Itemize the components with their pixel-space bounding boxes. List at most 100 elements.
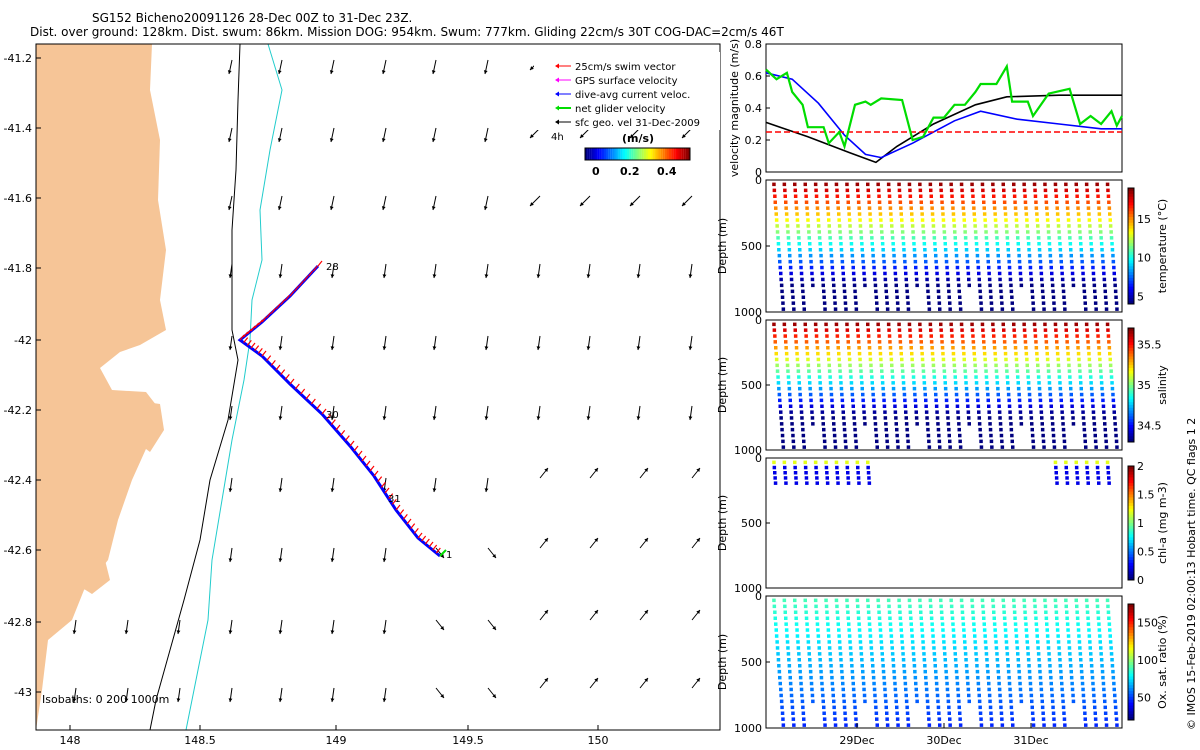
profile-sample xyxy=(1052,717,1056,721)
profile-colorbar-label: salinity xyxy=(1156,365,1169,405)
current-arrowhead xyxy=(72,630,77,634)
profile-sample xyxy=(895,427,899,432)
profile-sample xyxy=(775,646,780,650)
profile-sample xyxy=(1026,369,1030,373)
profile-sample xyxy=(878,346,882,350)
profile-sample xyxy=(1029,687,1033,692)
colorbar-cell xyxy=(648,148,651,160)
profile-sample xyxy=(891,658,895,662)
profile-sample xyxy=(1081,277,1086,282)
profile-sample xyxy=(885,723,890,727)
profile-colorbar-tick: 34.5 xyxy=(1137,420,1162,433)
profile-sample xyxy=(1031,723,1036,727)
profile-sample xyxy=(926,289,930,294)
profile-sample xyxy=(952,640,957,644)
profile-sample xyxy=(931,634,935,638)
profile-sample xyxy=(947,433,951,438)
profile-sample xyxy=(880,652,884,656)
profile-sample xyxy=(1108,218,1112,222)
profile-sample xyxy=(1058,248,1063,252)
profile-sample xyxy=(978,427,982,432)
profile-sample xyxy=(815,346,820,350)
profile-sample xyxy=(836,206,840,210)
profile-sample xyxy=(1019,283,1024,288)
profile-sample xyxy=(1075,200,1080,204)
profile-colorbar-cell xyxy=(1128,514,1134,518)
profile-sample xyxy=(846,194,850,198)
profile-sample xyxy=(1085,188,1089,193)
profile-sample xyxy=(939,604,943,609)
profile-sample xyxy=(882,404,887,408)
colorbar-cell xyxy=(641,148,644,160)
profile-sample xyxy=(847,351,851,356)
colorbar-cell xyxy=(618,148,621,160)
profile-sample xyxy=(1102,277,1107,282)
profile-sample xyxy=(1048,248,1052,252)
profile-sample xyxy=(939,610,944,614)
profile-sample xyxy=(900,646,905,650)
profile-sample xyxy=(921,369,926,373)
profile-sample xyxy=(919,622,924,626)
profile-colorbar-cell xyxy=(1128,263,1134,267)
profile-sample xyxy=(988,422,992,426)
profile-sample xyxy=(994,224,998,228)
current-arrowhead xyxy=(544,468,548,472)
profile-sample xyxy=(1046,230,1051,234)
profile-sample xyxy=(1099,230,1103,234)
profile-sample xyxy=(1088,369,1092,373)
profile-sample xyxy=(1108,640,1113,644)
profile-sample xyxy=(832,295,837,299)
profile-sample xyxy=(1035,212,1039,216)
velocity-ylabel: velocity magnitude (m/s) xyxy=(728,39,741,177)
profile-sample xyxy=(871,664,875,668)
profile-sample xyxy=(953,236,957,240)
profile-sample xyxy=(1014,357,1019,362)
profile-sample xyxy=(1105,322,1110,327)
profile-sample xyxy=(1097,206,1101,210)
swim-vector xyxy=(316,403,322,410)
profile-sample xyxy=(1027,386,1031,391)
profile-sample xyxy=(1027,253,1032,258)
profile-sample xyxy=(849,381,854,385)
profile-sample xyxy=(819,253,823,258)
profile-sample xyxy=(913,259,918,264)
profile-sample xyxy=(982,212,987,216)
profile-sample xyxy=(930,212,935,216)
profile-sample xyxy=(779,277,783,282)
profile-sample xyxy=(921,224,925,228)
profile-sample xyxy=(1103,699,1107,704)
profile-sample xyxy=(914,687,918,692)
profile-sample xyxy=(842,289,847,294)
profile-sample xyxy=(1065,206,1070,210)
profile-sample xyxy=(988,427,993,432)
profile-sample xyxy=(908,604,912,609)
profile-sample xyxy=(1018,687,1023,692)
profile-sample xyxy=(779,699,784,704)
profile-sample xyxy=(823,723,827,727)
profile-sample xyxy=(856,328,860,332)
profile-sample xyxy=(841,410,845,414)
profile-sample xyxy=(1081,687,1085,692)
profile-sample xyxy=(934,392,938,397)
profile-sample xyxy=(889,628,893,632)
profile-sample xyxy=(1084,322,1089,327)
swim-vector xyxy=(357,450,363,457)
profile-sample xyxy=(804,194,808,198)
profile-sample xyxy=(904,283,909,288)
profile-sample xyxy=(928,598,933,603)
profile-sample xyxy=(1090,392,1094,397)
current-arrowhead xyxy=(594,678,598,682)
profile-sample xyxy=(830,675,834,680)
profile-colorbar-cell xyxy=(1128,410,1134,414)
profile-sample xyxy=(893,271,898,276)
profile-sample xyxy=(800,277,804,282)
profile-sample xyxy=(1056,218,1060,222)
profile-sample xyxy=(866,610,871,614)
profile-sample xyxy=(856,610,860,614)
profile-sample xyxy=(1084,445,1088,449)
profile-sample xyxy=(945,687,950,692)
profile-sample xyxy=(798,253,802,258)
profile-colorbar-cell xyxy=(1128,577,1134,581)
profile-sample xyxy=(1013,200,1017,204)
profile-sample xyxy=(897,604,902,609)
